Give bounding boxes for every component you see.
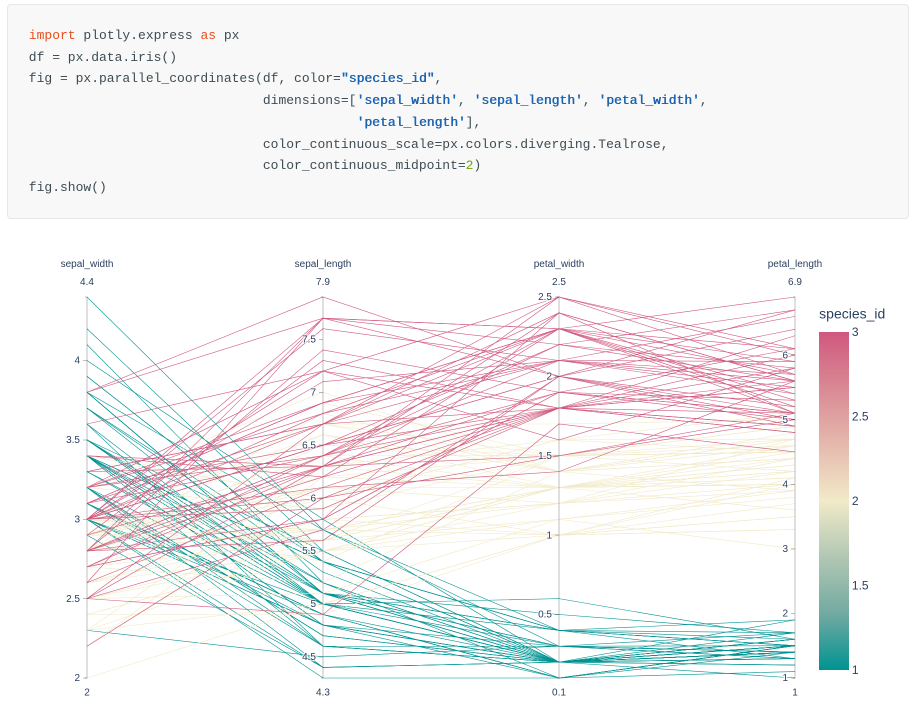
svg-text:1: 1 [852, 663, 859, 677]
svg-text:2: 2 [783, 609, 789, 620]
svg-text:1: 1 [793, 688, 799, 699]
svg-text:3: 3 [852, 325, 859, 339]
svg-text:6.9: 6.9 [788, 277, 802, 288]
svg-text:2: 2 [75, 673, 81, 684]
svg-text:4.3: 4.3 [316, 688, 330, 699]
svg-text:2: 2 [547, 372, 553, 383]
svg-text:1.5: 1.5 [852, 579, 869, 593]
svg-text:4: 4 [783, 479, 789, 490]
svg-text:2: 2 [852, 494, 859, 508]
svg-text:sepal_width: sepal_width [61, 259, 114, 270]
svg-text:6: 6 [311, 493, 317, 504]
svg-text:2: 2 [85, 688, 91, 699]
svg-text:7.5: 7.5 [302, 335, 316, 346]
svg-text:species_id: species_id [819, 306, 885, 322]
svg-text:petal_length: petal_length [768, 259, 823, 270]
svg-text:7.9: 7.9 [316, 277, 330, 288]
svg-text:2.5: 2.5 [852, 410, 869, 424]
svg-text:4: 4 [75, 356, 81, 367]
svg-text:3.5: 3.5 [66, 435, 80, 446]
svg-text:6.5: 6.5 [302, 440, 316, 451]
svg-text:sepal_length: sepal_length [295, 259, 352, 270]
svg-text:6: 6 [783, 350, 789, 361]
svg-text:1: 1 [783, 673, 789, 684]
svg-text:4.4: 4.4 [80, 277, 94, 288]
svg-text:5: 5 [311, 599, 317, 610]
svg-text:petal_width: petal_width [534, 259, 585, 270]
svg-text:1: 1 [547, 530, 553, 541]
svg-text:4.5: 4.5 [302, 652, 316, 663]
svg-text:3: 3 [75, 514, 81, 525]
svg-text:0.1: 0.1 [552, 688, 566, 699]
svg-text:5.5: 5.5 [302, 546, 316, 557]
svg-text:1.5: 1.5 [538, 451, 552, 462]
svg-text:5: 5 [783, 415, 789, 426]
svg-text:2.5: 2.5 [538, 292, 552, 303]
svg-text:7: 7 [311, 387, 317, 398]
svg-text:2.5: 2.5 [66, 594, 80, 605]
svg-text:2.5: 2.5 [552, 277, 566, 288]
svg-text:3: 3 [783, 544, 789, 555]
svg-text:0.5: 0.5 [538, 610, 552, 621]
